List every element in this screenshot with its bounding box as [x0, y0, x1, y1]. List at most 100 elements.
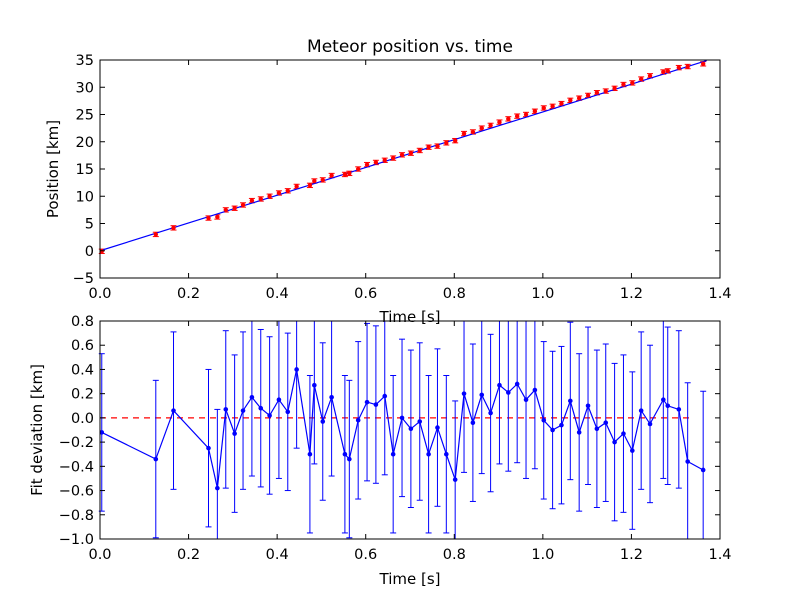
y-tick-label: 20	[76, 135, 94, 151]
deviation-point	[390, 451, 396, 457]
deviation-point	[206, 445, 211, 451]
deviation-chart: 0.0 0.2 0.4 0.6 0.8 1.0 1.2 1.4 −1.0 −0.8 −0.6 −0.4…	[28, 314, 732, 588]
position-point	[249, 198, 255, 203]
position-point	[329, 173, 334, 178]
y-tick-label: −0.4	[59, 459, 94, 475]
x-tick-label: 0.6	[354, 286, 377, 302]
x-tick-label: 0.8	[443, 286, 466, 302]
deviation-point	[559, 422, 564, 428]
deviation-chart-frame	[99, 320, 721, 540]
position-chart-xlabel: Time [s]	[379, 308, 441, 326]
deviation-point	[294, 367, 299, 372]
position-point	[171, 225, 176, 231]
position-point	[320, 177, 325, 183]
deviation-point	[550, 427, 555, 433]
position-chart-marks	[98, 59, 707, 254]
x-tick-label: 0.2	[177, 286, 200, 302]
position-point	[541, 105, 546, 111]
deviation-point	[612, 439, 617, 445]
y-tick-label: 5	[85, 217, 94, 233]
deviation-point	[700, 467, 706, 473]
deviation-point	[532, 387, 538, 393]
deviation-point	[435, 425, 440, 430]
deviation-chart-xlabel: Time [s]	[379, 570, 441, 588]
deviation-point	[647, 421, 653, 427]
position-point	[435, 143, 440, 149]
position-point	[488, 123, 493, 128]
x-tick-label: 0.4	[266, 286, 289, 302]
position-point	[294, 184, 299, 189]
position-point	[347, 171, 352, 176]
position-point	[452, 138, 458, 143]
position-point	[532, 109, 538, 114]
position-point	[258, 196, 263, 202]
position-point	[285, 188, 290, 193]
deviation-point	[240, 408, 246, 413]
deviation-point	[249, 395, 255, 400]
position-point	[621, 82, 626, 87]
y-tick-label: 10	[76, 189, 94, 205]
position-point	[461, 131, 467, 136]
x-tick-label: 1.0	[531, 286, 554, 302]
position-chart-title: Meteor position vs. time	[307, 37, 513, 57]
deviation-point	[661, 397, 666, 403]
deviation-point	[382, 393, 388, 399]
position-point	[342, 172, 348, 177]
position-point	[444, 140, 449, 146]
position-point	[585, 93, 591, 98]
deviation-point	[479, 392, 485, 398]
x-tick-label: 1.4	[708, 547, 731, 563]
deviation-point	[461, 391, 467, 396]
x-tick-label: 0.4	[266, 547, 289, 563]
position-point	[594, 90, 600, 95]
y-tick-label: 0.2	[71, 387, 94, 403]
position-point	[399, 152, 405, 158]
deviation-point	[506, 390, 511, 395]
position-point	[523, 112, 529, 117]
y-tick-label: 35	[76, 53, 94, 69]
deviation-chart-ylabel: Fit deviation [km]	[28, 364, 46, 496]
position-point	[550, 104, 555, 109]
position-point	[408, 150, 414, 156]
y-tick-label: 0.8	[71, 314, 94, 330]
deviation-point	[258, 405, 264, 411]
x-tick-label: 0.0	[88, 286, 111, 302]
position-point	[267, 194, 272, 199]
position-point	[240, 202, 246, 208]
deviation-point	[347, 456, 352, 462]
deviation-chart-marks	[98, 320, 707, 539]
position-point	[355, 166, 361, 172]
position-chart: Meteor position vs. time 0.0 0.2 0.4 0.6 0.8…	[44, 37, 732, 326]
x-tick-label: 0.8	[443, 547, 466, 563]
deviation-point	[594, 426, 600, 432]
position-chart-ylabel: Position [km]	[44, 120, 62, 218]
deviation-chart-ticks: 0.0 0.2 0.4 0.6 0.8 1.0 1.2 1.4 −1.0 −0.8 −0.6 −0.4…	[59, 314, 732, 563]
position-point	[206, 215, 211, 221]
position-point	[479, 125, 484, 131]
y-tick-label: −0.2	[59, 435, 94, 451]
x-tick-label: 1.2	[620, 547, 643, 563]
deviation-point	[426, 451, 431, 457]
deviation-point	[444, 451, 449, 457]
deviation-point	[285, 409, 291, 415]
position-point	[497, 119, 502, 125]
y-tick-label: 15	[76, 162, 94, 178]
y-tick-label: 0	[85, 244, 94, 260]
x-tick-label: 0.0	[88, 547, 111, 563]
y-tick-label: 0.4	[71, 362, 94, 378]
deviation-point	[576, 430, 582, 435]
position-point	[612, 86, 617, 91]
deviation-point	[676, 407, 682, 412]
deviation-point	[232, 431, 237, 436]
deviation-point	[399, 415, 405, 421]
y-tick-label: 25	[76, 108, 94, 124]
y-tick-label: 0.6	[71, 338, 94, 354]
position-point	[506, 116, 511, 122]
deviation-point	[541, 418, 547, 423]
position-point	[700, 61, 706, 67]
position-chart-ticks: 0.0 0.2 0.4 0.6 0.8 1.0 1.2 1.4 −5 0 5 10 15 20 25 30 35	[73, 53, 732, 302]
deviation-point	[568, 398, 573, 404]
deviation-point	[329, 395, 334, 400]
deviation-point	[267, 413, 272, 418]
